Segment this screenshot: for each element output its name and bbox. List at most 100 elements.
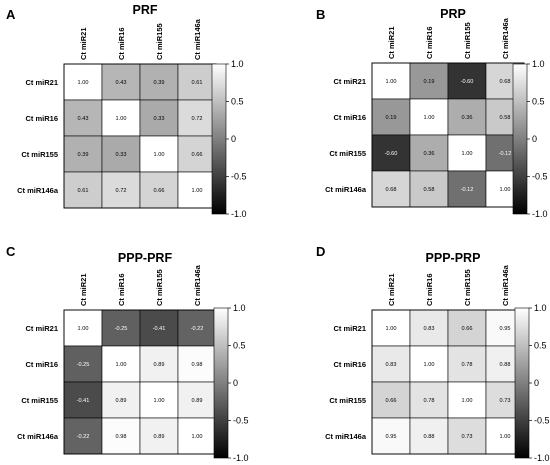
heatmap-panel-d: D PPP-PRP Ct miR21 Ct miR16 Ct miR155 Ct miR1… <box>316 244 550 463</box>
cell-value-label: 0.66 <box>386 398 397 404</box>
cell-value-label: 0.83 <box>386 362 397 368</box>
column-label: Ct miR21 <box>387 273 396 306</box>
heatmap-cell <box>101 417 141 455</box>
colorbar-tick-label: -1.0 <box>231 209 247 219</box>
column-label: Ct miR146a <box>501 17 510 59</box>
colorbar-tick-label: 0.5 <box>534 341 547 351</box>
cell-value-label: 0.58 <box>500 115 511 121</box>
row-label: Ct miR16 <box>333 360 366 369</box>
colorbar-tick-label: -1.0 <box>534 453 550 463</box>
cell-value-label: -0.25 <box>77 362 90 368</box>
colorbar-tick-label: 0.5 <box>532 97 545 107</box>
cell-value-label: -0.12 <box>461 187 474 193</box>
heatmap-cell <box>371 98 411 136</box>
heatmap-cell <box>63 417 103 455</box>
row-label: Ct miR16 <box>333 113 366 122</box>
heatmap-cell <box>139 381 179 419</box>
cell-value-label: 0.61 <box>78 188 89 194</box>
cell-value-label: 0.68 <box>500 79 511 85</box>
cell-value-label: 0.72 <box>192 116 203 122</box>
colorbar-tick-label: 0 <box>231 134 236 144</box>
cell-value-label: 0.68 <box>386 187 397 193</box>
colorbar-tick-label: -0.5 <box>233 416 249 426</box>
colorbar <box>213 307 229 459</box>
heatmap-cell <box>101 135 141 173</box>
cell-value-label: -0.25 <box>115 326 128 332</box>
colorbar-tick-label: 0.5 <box>233 341 246 351</box>
cell-value-label: 1.00 <box>78 80 89 86</box>
cell-value-label: 0.95 <box>500 326 511 332</box>
heatmap-cell <box>447 62 487 100</box>
row-label: Ct miR146a <box>17 432 59 441</box>
cell-value-label: 1.00 <box>424 362 435 368</box>
heatmap-cell <box>371 170 411 208</box>
colorbar-tick-label: -1.0 <box>233 453 249 463</box>
heatmap-cell <box>177 99 217 137</box>
colorbar-tick-label: -1.0 <box>532 209 548 219</box>
heatmap-cell <box>101 171 141 209</box>
row-label: Ct miR146a <box>17 186 59 195</box>
row-label: Ct miR155 <box>329 149 366 158</box>
colorbar-tick-label: 1.0 <box>534 303 547 313</box>
heatmap-cell <box>139 309 179 347</box>
cell-value-label: 0.89 <box>154 362 165 368</box>
cell-value-label: 1.00 <box>462 151 473 157</box>
colorbar-tick-label: -0.5 <box>534 416 550 426</box>
cell-value-label: 0.73 <box>500 398 511 404</box>
cell-value-label: 0.78 <box>462 362 473 368</box>
heatmap-cell <box>409 381 449 419</box>
cell-value-label: 0.19 <box>386 115 397 121</box>
cell-value-label: 0.33 <box>154 116 165 122</box>
column-label: Ct miR146a <box>193 264 202 306</box>
heatmap-cell <box>409 309 449 347</box>
column-label: Ct miR21 <box>79 273 88 306</box>
cell-value-label: 1.00 <box>192 434 203 440</box>
cell-value-label: 0.73 <box>462 434 473 440</box>
column-label: Ct miR146a <box>501 264 510 306</box>
heatmap-cell <box>63 309 103 347</box>
panel-letter: D <box>316 244 325 259</box>
cell-value-label: 0.72 <box>116 188 127 194</box>
cell-value-label: -0.41 <box>153 326 166 332</box>
row-label: Ct miR146a <box>325 432 367 441</box>
cell-value-label: 0.88 <box>500 362 511 368</box>
heatmap-cell <box>139 345 179 383</box>
cell-value-label: 1.00 <box>500 434 511 440</box>
heatmap-panel-c: C PPP-PRF Ct miR21 Ct miR16 Ct miR155 Ct miR1… <box>6 244 249 463</box>
cell-value-label: 0.66 <box>192 152 203 158</box>
cell-value-label: 0.58 <box>424 187 435 193</box>
column-label: Ct miR21 <box>79 27 88 60</box>
cell-value-label: 0.43 <box>116 80 127 86</box>
cell-value-label: 1.00 <box>192 188 203 194</box>
cell-value-label: 0.66 <box>154 188 165 194</box>
cell-value-label: 0.33 <box>116 152 127 158</box>
heatmap-panel-b: B PRP Ct miR21 Ct miR16 Ct miR155 Ct miR146a C… <box>316 7 548 219</box>
panel-title: PPP-PRF <box>118 251 173 265</box>
cell-value-label: -0.41 <box>77 398 90 404</box>
colorbar-tick-label: 0 <box>233 378 238 388</box>
heatmap-cell <box>63 63 103 101</box>
cell-value-label: 0.83 <box>424 326 435 332</box>
colorbar-tick-label: -0.5 <box>532 172 548 182</box>
cell-value-label: 1.00 <box>154 398 165 404</box>
heatmap-cell <box>101 99 141 137</box>
column-label: Ct miR21 <box>387 26 396 59</box>
column-label: Ct miR146a <box>193 18 202 60</box>
cell-value-label: 0.61 <box>192 80 203 86</box>
heatmap-cell <box>101 345 141 383</box>
colorbar-tick-label: 0 <box>532 134 537 144</box>
cell-value-label: 0.95 <box>386 434 397 440</box>
cell-value-label: 0.36 <box>462 115 473 121</box>
cell-value-label: -0.60 <box>461 79 474 85</box>
heatmap-cell <box>63 345 103 383</box>
heatmap-cell <box>447 381 487 419</box>
cell-value-label: 0.98 <box>192 362 203 368</box>
cell-value-label: 0.19 <box>424 79 435 85</box>
heatmap-cell <box>177 171 217 209</box>
cell-value-label: 0.66 <box>462 326 473 332</box>
cell-value-label: 0.98 <box>116 434 127 440</box>
row-label: Ct miR21 <box>333 77 366 86</box>
cell-value-label: 1.00 <box>386 79 397 85</box>
cell-value-label: -0.22 <box>191 326 204 332</box>
